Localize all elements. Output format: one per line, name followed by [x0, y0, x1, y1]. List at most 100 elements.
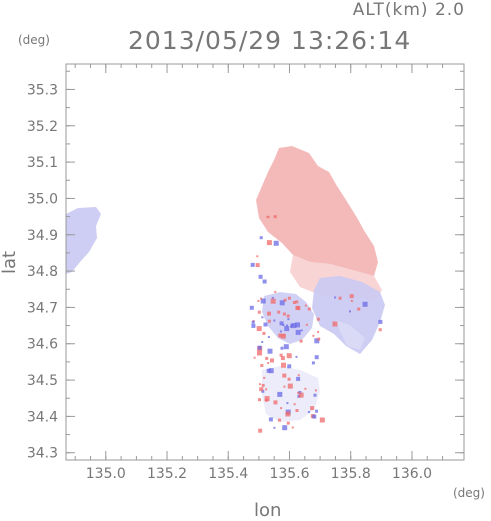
timestamp-title: 2013/05/29 13:26:14 [128, 26, 412, 55]
echo-speck [278, 418, 281, 422]
echo-speck [258, 428, 263, 433]
lat-tick-label: 34.7 [27, 300, 58, 316]
echo-speck [317, 337, 321, 341]
echo-speck [287, 383, 293, 389]
echo-speck [295, 300, 299, 304]
echo-speck [277, 391, 283, 397]
echo-speck [260, 297, 263, 300]
echo-speck [280, 333, 286, 339]
echo-speck [293, 403, 296, 406]
echo-speck [312, 414, 317, 419]
echo-speck [286, 324, 288, 327]
echo-speck [314, 389, 317, 392]
echo-speck [378, 328, 382, 332]
echo-speck [266, 240, 272, 246]
lat-tick-label: 35.0 [27, 191, 58, 207]
echo-speck [300, 329, 303, 332]
lon-tick-label: 135.6 [269, 466, 309, 482]
echo-speck [283, 298, 287, 302]
lon-tick-label: 135.2 [147, 466, 187, 482]
echo-speck [279, 330, 282, 333]
echo-speck [291, 323, 297, 329]
echo-speck [280, 346, 284, 350]
echo-speck [258, 383, 261, 386]
echo-speck [310, 406, 315, 411]
echo-speck [266, 368, 271, 373]
echo-speck [279, 321, 284, 326]
echo-speck [279, 353, 283, 357]
echo-speck [350, 300, 353, 302]
echo-speck [287, 364, 292, 369]
echo-speck [286, 421, 290, 425]
echo-speck [265, 388, 268, 391]
echo-speck [287, 318, 290, 321]
echo-speck [313, 393, 317, 397]
echo-speck [285, 411, 291, 417]
echo-speck [315, 409, 318, 413]
echo-speck [259, 236, 263, 240]
echo-speck [291, 426, 294, 429]
echo-speck [267, 319, 271, 323]
echo-speck [253, 356, 256, 359]
echo-speck [258, 274, 263, 279]
echo-speck [319, 417, 325, 423]
echo-speck [316, 317, 320, 321]
echo-speck [273, 426, 276, 429]
echo-speck [295, 355, 298, 358]
echo-speck [259, 387, 264, 392]
lat-tick-label: 34.4 [27, 409, 58, 425]
echo-speck [265, 356, 269, 360]
altitude-label: ALT(km) 2.0 [352, 0, 465, 20]
axis-ticks: 135.0 135.2 135.4 135.6 135.8 136.0 34.3 34.4 34… [27, 64, 464, 482]
lon-tick-label: 135.8 [331, 466, 371, 482]
echo-speck [282, 312, 286, 316]
lat-tick-label: 35.1 [27, 155, 58, 171]
lon-axis-label: lon [254, 500, 282, 521]
echo-speck [261, 383, 265, 387]
echo-speck [278, 333, 283, 338]
echo-speck [317, 331, 320, 333]
echo-speck [271, 296, 274, 299]
lon-tick-label: 135.4 [208, 466, 248, 482]
echo-speck [273, 240, 279, 246]
echo-speck [299, 339, 303, 343]
lon-unit-label: (deg) [453, 486, 485, 500]
echo-speck [305, 323, 308, 326]
echo-speck [251, 320, 255, 324]
echo-speck [260, 298, 266, 304]
echo-speck [249, 305, 254, 310]
echo-speck [267, 216, 270, 219]
echo-speck [261, 341, 264, 343]
echo-speck [297, 391, 300, 394]
echo-speck [284, 326, 290, 332]
lat-tick-label: 34.8 [27, 264, 58, 280]
echo-speck [292, 301, 296, 304]
echo-speck [267, 311, 271, 316]
echo-speck [263, 376, 266, 379]
lat-tick-label: 34.6 [27, 337, 58, 353]
echo-south-trail [262, 366, 320, 422]
echo-speck [298, 391, 302, 394]
echo-speck [307, 307, 311, 311]
echo-speck [258, 398, 261, 402]
echo-speck [263, 322, 268, 327]
echo-speck [267, 336, 270, 338]
radar-echo-layer [66, 146, 385, 433]
lon-tick-label: 136.0 [392, 466, 432, 482]
echo-speck [286, 353, 292, 359]
echo-speck [312, 334, 315, 337]
lat-unit-label: (deg) [18, 33, 50, 47]
echo-speck [266, 215, 269, 218]
echo-speck [257, 350, 262, 356]
echo-speck [314, 338, 320, 344]
echo-southeast-blue [312, 276, 385, 354]
echo-speck [282, 373, 287, 378]
echo-speck [338, 296, 342, 300]
echo-west-blob [66, 207, 101, 274]
echo-speck [250, 262, 255, 267]
echo-speck [257, 310, 261, 314]
echo-speck [268, 417, 273, 422]
echo-speck [362, 301, 368, 307]
echo-speck [261, 389, 265, 393]
echo-speck [270, 358, 274, 363]
